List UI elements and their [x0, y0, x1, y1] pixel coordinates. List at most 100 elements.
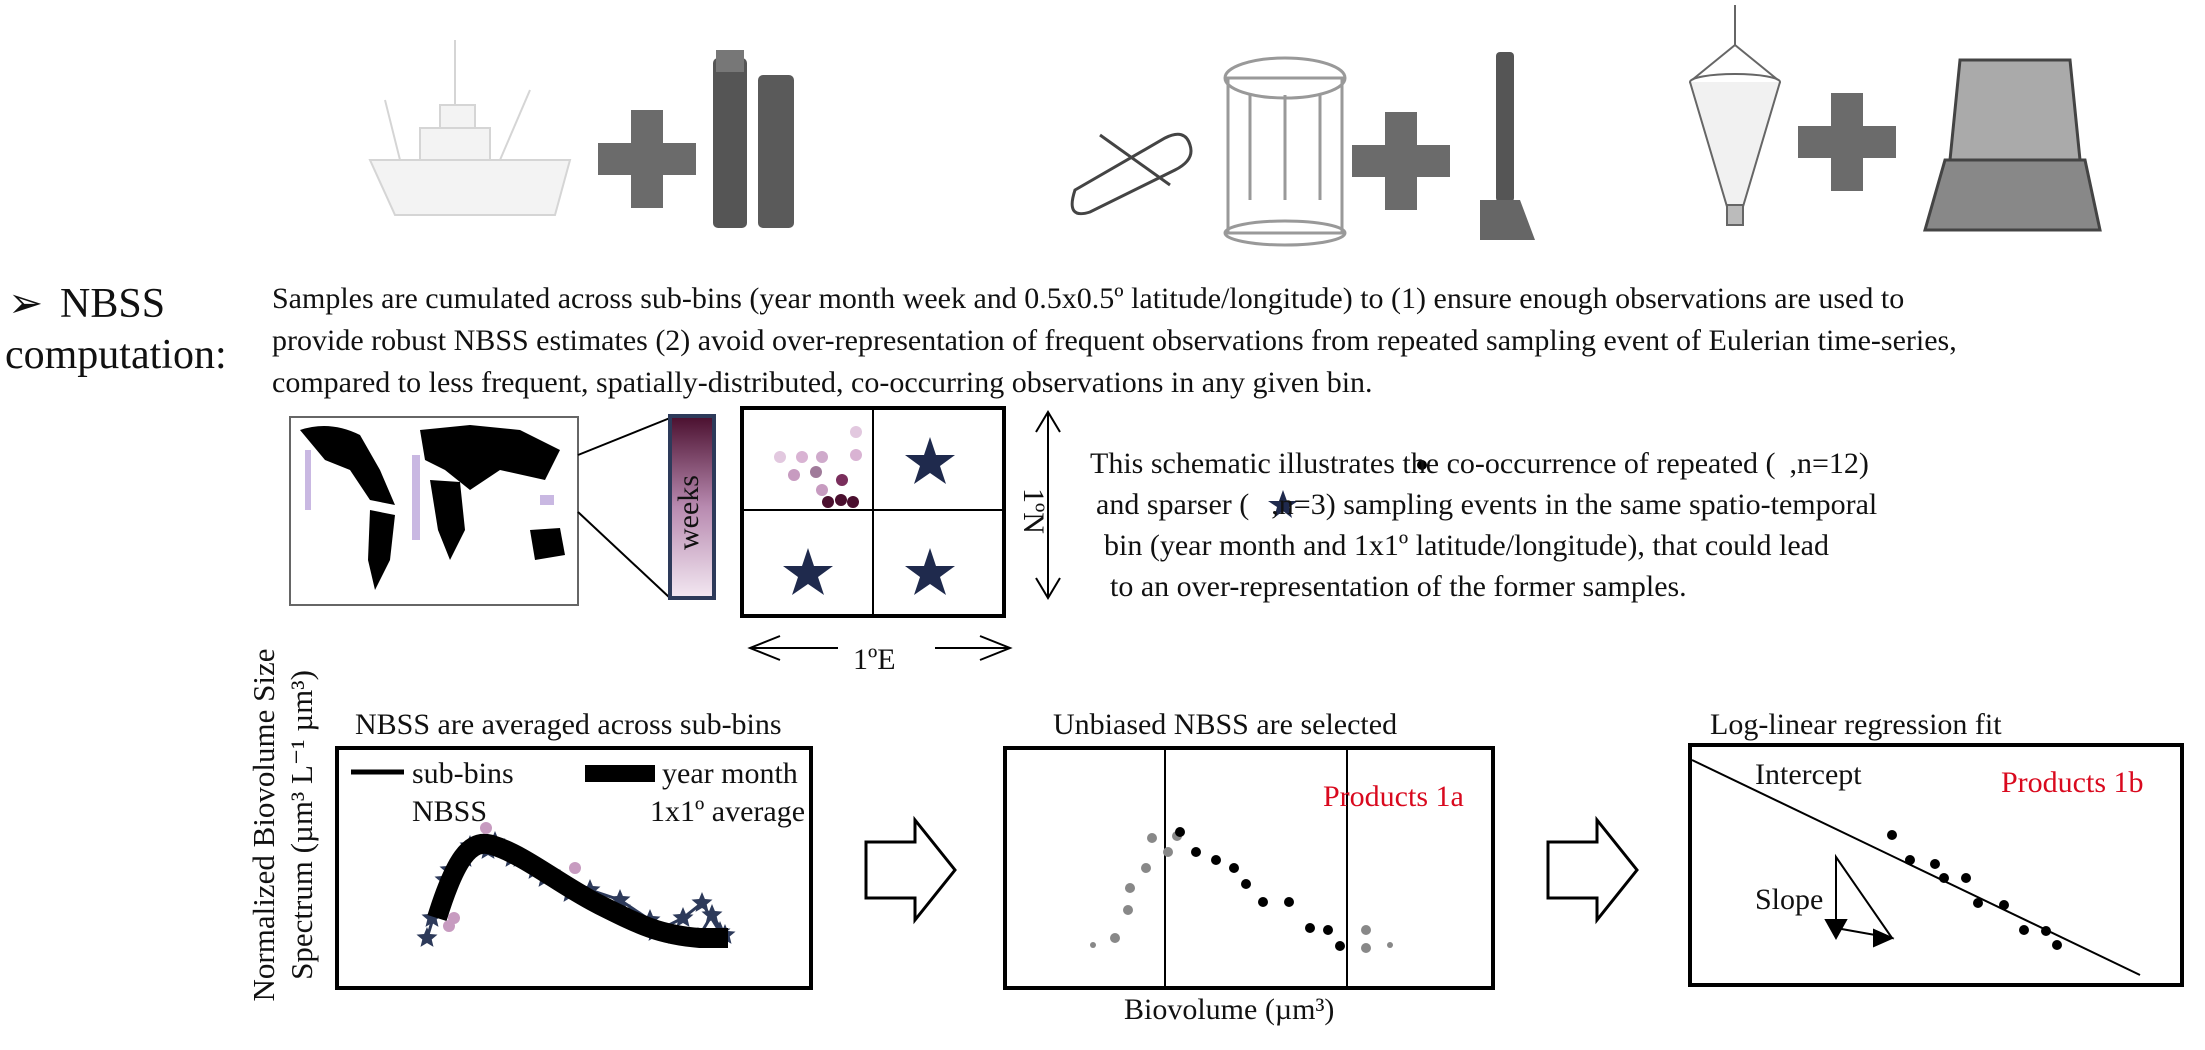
nbss-point	[1123, 905, 1133, 915]
lat-arrow	[1035, 410, 1061, 600]
grid-box	[740, 406, 1006, 618]
plus-icon	[1798, 93, 1896, 191]
nbss-point	[1961, 873, 1971, 883]
plus-icon	[1352, 112, 1450, 210]
flow-arrow	[864, 815, 957, 925]
nbss-point	[1905, 855, 1915, 865]
panel1-title: NBSS are averaged across sub-bins	[355, 708, 782, 741]
note-text: This schematic illustrates the co-occurr…	[1090, 447, 1776, 480]
dot-symbol	[1417, 460, 1427, 470]
nbss-point	[2052, 940, 2062, 950]
star-marker	[905, 548, 955, 595]
panel3-title: Log-linear regression fit	[1710, 708, 2002, 741]
nbss-point	[2019, 925, 2029, 935]
nbss-point	[1361, 925, 1371, 935]
y-axis-label-line2: Spectrum (µm³ L⁻¹ µm³)	[284, 670, 319, 980]
imaging-profiler-icon	[1480, 52, 1535, 240]
paragraph-line: provide robust NBSS estimates (2) avoid …	[272, 324, 1957, 357]
panel1-curves	[416, 822, 736, 948]
repeated-sample-dot	[774, 451, 786, 463]
nbss-point	[1887, 830, 1897, 840]
legend-sub-bins: sub-bins	[412, 757, 514, 790]
slope-label: Slope	[1755, 883, 1824, 916]
repeated-sample-dot	[788, 469, 800, 481]
note-text: and sparser (	[1096, 488, 1250, 521]
nbss-point	[1229, 863, 1239, 873]
legend-line-thick	[585, 765, 655, 782]
products-1a-label: Products 1a	[1323, 780, 1464, 813]
glider-icon	[1070, 132, 1193, 216]
regression-line	[1691, 759, 2141, 976]
paragraph-line: Samples are cumulated across sub-bins (y…	[272, 282, 1905, 315]
y-axis-label: Normalized Biovolume Size Spectrum (µm³ …	[245, 625, 321, 1025]
panel3-points	[1887, 830, 2062, 950]
world-map	[289, 416, 579, 606]
ship-icon	[368, 40, 572, 216]
note-text: bin (year month and 1x1º latitude/longit…	[1104, 529, 1829, 562]
star-marker	[905, 437, 955, 484]
repeated-sample-dot	[850, 449, 862, 461]
nbss-point	[1335, 941, 1345, 951]
products-1b-label: Products 1b	[2001, 766, 2144, 799]
repeated-sample-dot	[847, 496, 859, 508]
panel2-frame	[1003, 746, 1495, 990]
legend-average-2: 1x1º average	[650, 795, 806, 828]
x-axis-label: Biovolume (µm³)	[1124, 993, 1335, 1026]
sub-bin-star-point	[416, 927, 438, 947]
zoom-line-top	[577, 417, 671, 456]
intercept-label: Intercept	[1755, 758, 1862, 791]
note-text: to an over-representation of the former …	[1110, 570, 1687, 603]
repeated-sample-dot	[835, 494, 847, 506]
uvp-profiler-icon	[713, 50, 794, 228]
nbss-point	[1999, 900, 2009, 910]
legend-sub-bins-2: NBSS	[412, 795, 488, 828]
slope-triangle	[1824, 853, 1895, 948]
nbss-point	[1973, 898, 1983, 908]
nbss-point	[1930, 859, 1940, 869]
star-marker	[783, 548, 833, 595]
note-text: ,n=12)	[1789, 447, 1869, 480]
nbss-point	[1110, 933, 1120, 943]
nbss-point	[1284, 897, 1294, 907]
nbss-point	[1305, 923, 1315, 933]
paragraph-line: compared to less frequent, spatially-dis…	[272, 366, 1373, 399]
sample-dot	[443, 920, 455, 932]
repeated-sample-dot	[836, 474, 848, 486]
nbss-point	[1163, 847, 1173, 857]
sub-bin-star-point	[421, 907, 443, 927]
slope-arrow-head	[1824, 919, 1848, 941]
lon-label: 1ºE	[853, 643, 896, 676]
section-title-line2: computation:	[5, 332, 227, 378]
section-title-line1: NBSS	[60, 281, 166, 327]
repeated-sample-dot	[850, 426, 862, 438]
nbss-point	[1387, 942, 1393, 948]
sample-dot	[480, 822, 492, 834]
y-axis-label-line1: Normalized Biovolume Size	[246, 648, 281, 1002]
repeated-sample-dot	[822, 496, 834, 508]
nbss-point	[1147, 833, 1157, 843]
schematic-note: This schematic illustrates the co-occurr…	[1090, 443, 1877, 607]
sub-bin-star-point	[701, 904, 723, 924]
repeated-sample-dot	[816, 484, 828, 496]
nbss-point	[1361, 943, 1371, 953]
section-bullet: ➢	[8, 281, 44, 327]
nbss-point	[1241, 879, 1251, 889]
weeks-bar	[668, 414, 716, 600]
panel1-frame	[335, 746, 813, 990]
nbss-point	[1090, 942, 1096, 948]
average-nbss-line	[427, 833, 728, 948]
nbss-point	[1211, 855, 1221, 865]
nbss-point	[1125, 883, 1135, 893]
ctd-rosette-icon	[1223, 56, 1347, 247]
sample-dot	[569, 862, 581, 874]
lat-label: 1ºN	[1017, 488, 1050, 534]
nbss-point	[1939, 873, 1949, 883]
plankton-net-icon	[1689, 5, 1781, 226]
nbss-point	[1175, 827, 1185, 837]
repeated-samples-dots	[774, 426, 862, 508]
sub-bin-star-point	[691, 892, 713, 912]
scanner-icon	[1923, 58, 2102, 232]
panel2-title: Unbiased NBSS are selected	[1053, 708, 1398, 741]
star-symbol	[1268, 490, 1298, 518]
